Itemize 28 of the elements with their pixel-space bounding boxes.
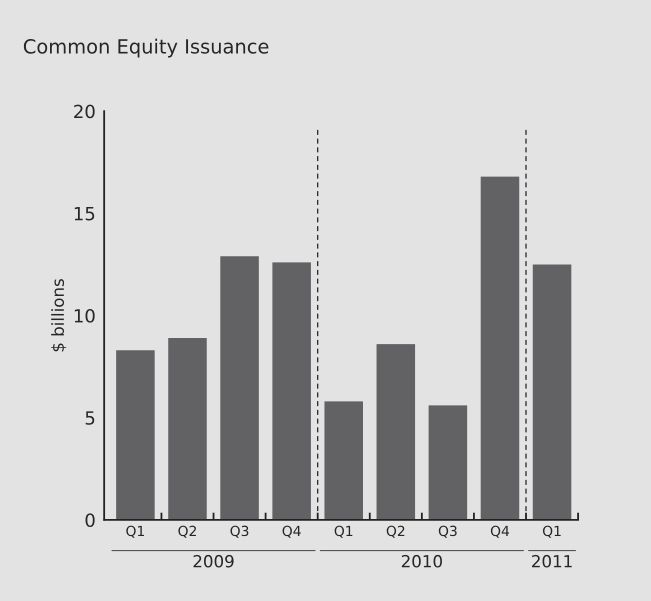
y-tick-label: 0 (86, 513, 95, 527)
x-tick-label: Q4 (490, 526, 510, 538)
y-tick-label: 10 (74, 308, 95, 323)
bar (428, 405, 468, 520)
x-tick-label: Q4 (282, 526, 301, 538)
y-tick-label: 20 (74, 104, 95, 118)
x-tick-label: Q1 (126, 526, 144, 538)
x-tick-label: Q3 (230, 526, 248, 538)
y-tick-label: 5 (86, 411, 94, 425)
y-tick-label: 15 (74, 207, 94, 220)
x-tick-label: Q2 (386, 526, 404, 538)
x-tick-label: Q3 (438, 526, 457, 538)
bar (220, 256, 259, 520)
chart-title: Common Equity Issuance (24, 38, 268, 58)
bar (272, 262, 311, 520)
text: 2009 (194, 554, 234, 568)
text: 2011 (532, 554, 572, 568)
bar (168, 338, 207, 520)
text: 2010 (402, 554, 442, 568)
bar (480, 176, 520, 520)
x-tick-label: Q1 (542, 526, 561, 538)
bar (376, 344, 416, 520)
bar (324, 401, 363, 520)
x-tick-label: Q2 (178, 526, 196, 538)
x-tick-label: Q1 (334, 526, 352, 538)
y-axis-title: $ billions (51, 279, 66, 352)
bar (532, 264, 572, 520)
bar (116, 350, 155, 520)
